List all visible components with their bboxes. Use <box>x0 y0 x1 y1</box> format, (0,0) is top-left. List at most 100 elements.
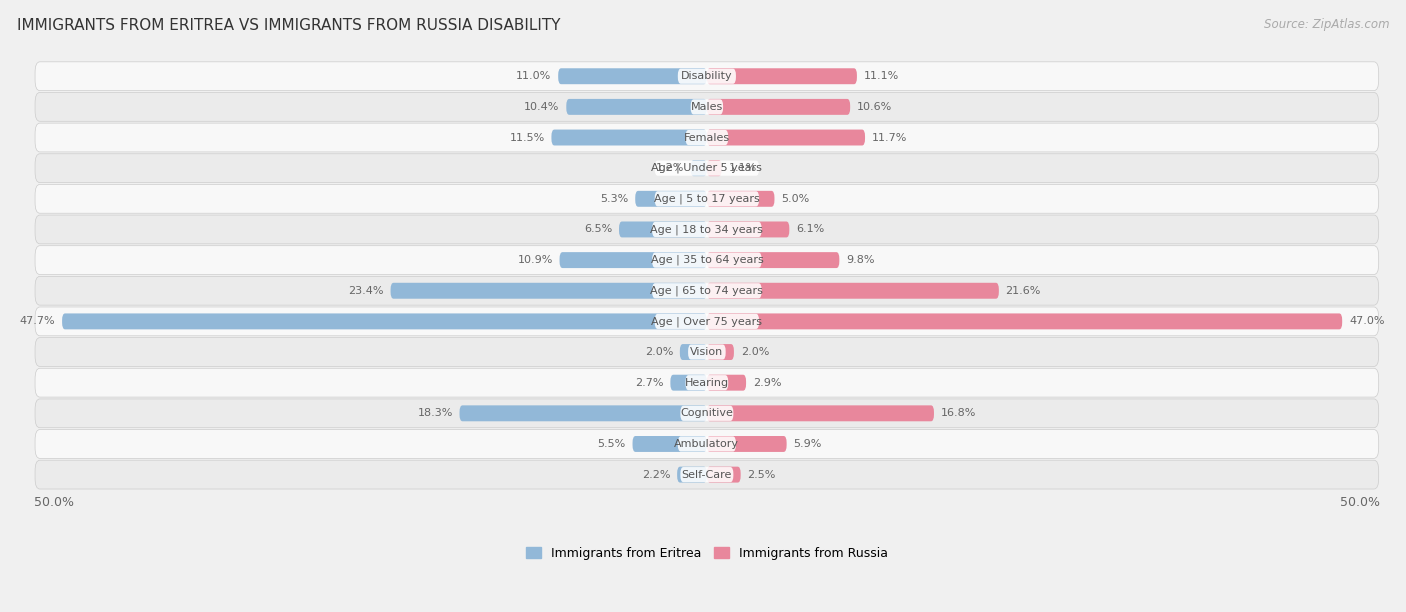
Text: 2.0%: 2.0% <box>645 347 673 357</box>
Text: 2.0%: 2.0% <box>741 347 769 357</box>
FancyBboxPatch shape <box>678 436 735 452</box>
Text: IMMIGRANTS FROM ERITREA VS IMMIGRANTS FROM RUSSIA DISABILITY: IMMIGRANTS FROM ERITREA VS IMMIGRANTS FR… <box>17 18 561 34</box>
Text: 11.7%: 11.7% <box>872 133 907 143</box>
FancyBboxPatch shape <box>35 154 1379 182</box>
Text: 18.3%: 18.3% <box>418 408 453 419</box>
FancyBboxPatch shape <box>678 69 735 84</box>
Text: 2.2%: 2.2% <box>643 469 671 480</box>
FancyBboxPatch shape <box>35 184 1379 213</box>
Text: Self-Care: Self-Care <box>682 469 733 480</box>
FancyBboxPatch shape <box>707 375 747 390</box>
FancyBboxPatch shape <box>707 283 998 299</box>
Legend: Immigrants from Eritrea, Immigrants from Russia: Immigrants from Eritrea, Immigrants from… <box>522 542 893 565</box>
FancyBboxPatch shape <box>35 338 1379 367</box>
Text: Males: Males <box>690 102 723 112</box>
FancyBboxPatch shape <box>688 345 725 360</box>
Text: 5.3%: 5.3% <box>600 194 628 204</box>
FancyBboxPatch shape <box>652 222 762 237</box>
Text: 6.5%: 6.5% <box>583 225 612 234</box>
FancyBboxPatch shape <box>707 344 734 360</box>
Text: Age | 18 to 34 years: Age | 18 to 34 years <box>651 224 763 235</box>
FancyBboxPatch shape <box>707 252 839 268</box>
FancyBboxPatch shape <box>686 375 728 390</box>
FancyBboxPatch shape <box>35 368 1379 397</box>
Text: 21.6%: 21.6% <box>1005 286 1040 296</box>
Text: 23.4%: 23.4% <box>349 286 384 296</box>
FancyBboxPatch shape <box>652 253 762 267</box>
FancyBboxPatch shape <box>707 130 865 146</box>
FancyBboxPatch shape <box>707 69 856 84</box>
Text: 50.0%: 50.0% <box>34 496 73 509</box>
FancyBboxPatch shape <box>707 436 786 452</box>
FancyBboxPatch shape <box>707 191 775 207</box>
Text: 2.9%: 2.9% <box>752 378 782 387</box>
Text: 16.8%: 16.8% <box>941 408 976 419</box>
FancyBboxPatch shape <box>636 191 707 207</box>
Text: Females: Females <box>683 133 730 143</box>
FancyBboxPatch shape <box>686 130 728 145</box>
FancyBboxPatch shape <box>707 222 789 237</box>
FancyBboxPatch shape <box>707 466 741 483</box>
Text: 1.2%: 1.2% <box>655 163 683 173</box>
Text: Age | Under 5 years: Age | Under 5 years <box>651 163 762 173</box>
FancyBboxPatch shape <box>655 191 759 206</box>
FancyBboxPatch shape <box>707 99 851 115</box>
FancyBboxPatch shape <box>551 130 707 146</box>
FancyBboxPatch shape <box>35 307 1379 336</box>
Text: 10.9%: 10.9% <box>517 255 553 265</box>
FancyBboxPatch shape <box>62 313 707 329</box>
FancyBboxPatch shape <box>633 436 707 452</box>
Text: Cognitive: Cognitive <box>681 408 734 419</box>
Text: Age | 35 to 64 years: Age | 35 to 64 years <box>651 255 763 266</box>
FancyBboxPatch shape <box>35 123 1379 152</box>
FancyBboxPatch shape <box>655 314 759 329</box>
Text: 47.7%: 47.7% <box>20 316 55 326</box>
FancyBboxPatch shape <box>681 406 734 421</box>
Text: Vision: Vision <box>690 347 724 357</box>
Text: Disability: Disability <box>681 71 733 81</box>
FancyBboxPatch shape <box>35 215 1379 244</box>
Text: Hearing: Hearing <box>685 378 728 387</box>
FancyBboxPatch shape <box>35 430 1379 458</box>
Text: 11.1%: 11.1% <box>863 71 898 81</box>
Text: Age | Over 75 years: Age | Over 75 years <box>651 316 762 327</box>
Text: 47.0%: 47.0% <box>1348 316 1385 326</box>
Text: 50.0%: 50.0% <box>1340 496 1381 509</box>
Text: 10.4%: 10.4% <box>524 102 560 112</box>
FancyBboxPatch shape <box>560 252 707 268</box>
Text: 9.8%: 9.8% <box>846 255 875 265</box>
Text: Age | 65 to 74 years: Age | 65 to 74 years <box>651 285 763 296</box>
FancyBboxPatch shape <box>690 99 723 114</box>
Text: 6.1%: 6.1% <box>796 225 824 234</box>
FancyBboxPatch shape <box>35 92 1379 121</box>
Text: 5.0%: 5.0% <box>782 194 810 204</box>
Text: Ambulatory: Ambulatory <box>675 439 740 449</box>
Text: 10.6%: 10.6% <box>856 102 893 112</box>
FancyBboxPatch shape <box>655 160 759 176</box>
FancyBboxPatch shape <box>707 313 1343 329</box>
FancyBboxPatch shape <box>678 466 707 483</box>
FancyBboxPatch shape <box>35 460 1379 489</box>
Text: Source: ZipAtlas.com: Source: ZipAtlas.com <box>1264 18 1389 31</box>
FancyBboxPatch shape <box>558 69 707 84</box>
FancyBboxPatch shape <box>690 160 707 176</box>
FancyBboxPatch shape <box>460 405 707 421</box>
FancyBboxPatch shape <box>707 160 721 176</box>
FancyBboxPatch shape <box>35 62 1379 91</box>
FancyBboxPatch shape <box>35 245 1379 275</box>
FancyBboxPatch shape <box>567 99 707 115</box>
FancyBboxPatch shape <box>652 283 762 298</box>
FancyBboxPatch shape <box>391 283 707 299</box>
FancyBboxPatch shape <box>619 222 707 237</box>
Text: 5.9%: 5.9% <box>793 439 821 449</box>
Text: Age | 5 to 17 years: Age | 5 to 17 years <box>654 193 759 204</box>
FancyBboxPatch shape <box>681 467 734 482</box>
Text: 5.5%: 5.5% <box>598 439 626 449</box>
Text: 11.5%: 11.5% <box>509 133 544 143</box>
Text: 1.1%: 1.1% <box>728 163 756 173</box>
Text: 2.7%: 2.7% <box>636 378 664 387</box>
Text: 11.0%: 11.0% <box>516 71 551 81</box>
FancyBboxPatch shape <box>707 405 934 421</box>
FancyBboxPatch shape <box>35 399 1379 428</box>
FancyBboxPatch shape <box>671 375 707 390</box>
